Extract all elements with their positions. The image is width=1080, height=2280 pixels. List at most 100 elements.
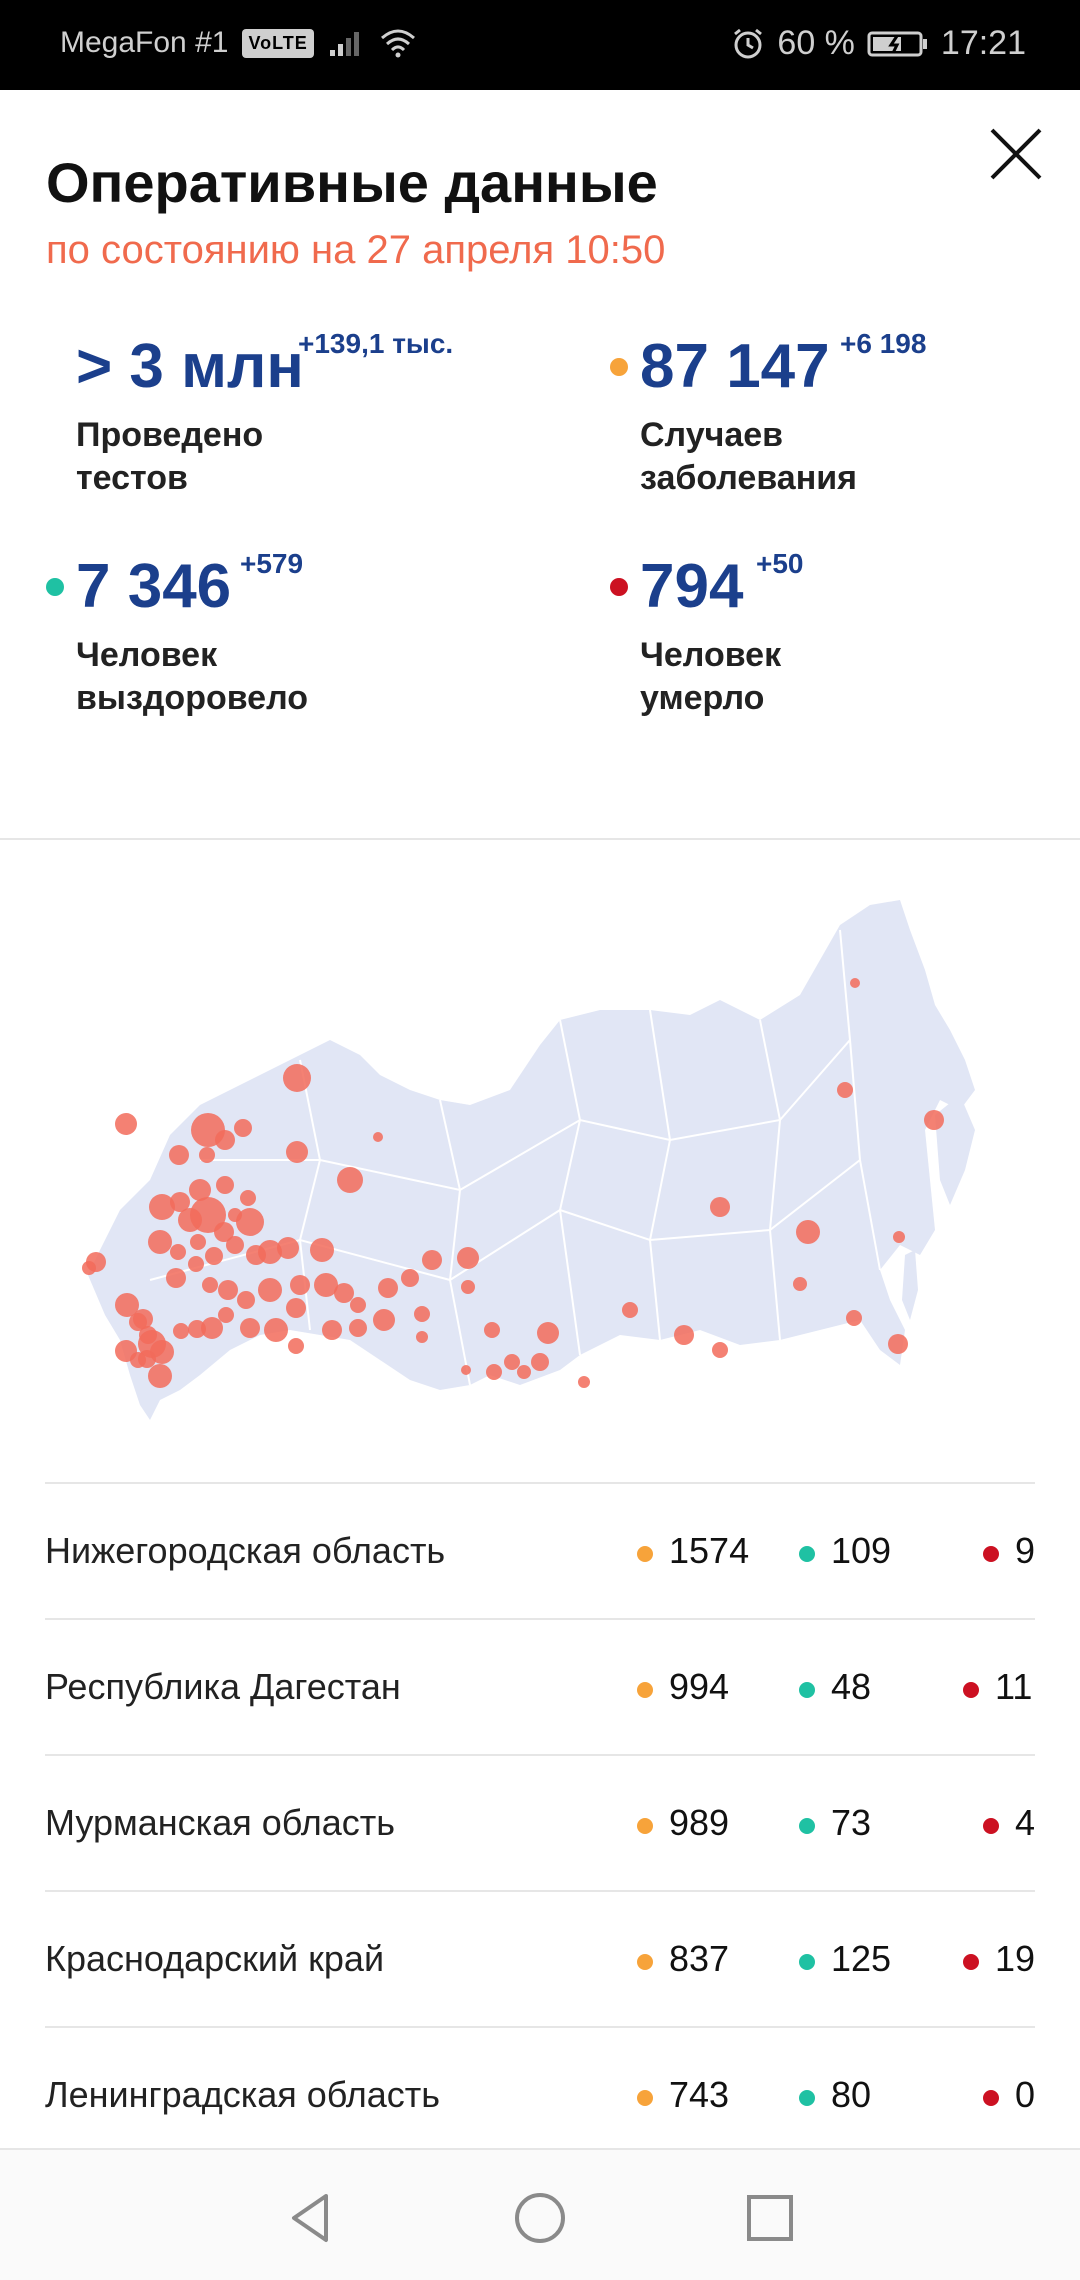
case-bubble (190, 1197, 226, 1233)
deaths-label: Человек умерло (640, 634, 1000, 720)
tests-label-line2: тестов (76, 459, 188, 497)
case-bubble (240, 1318, 260, 1338)
russia-map[interactable] (0, 860, 1080, 1440)
case-bubble (378, 1278, 398, 1298)
recovered-label: Человек выздоровело (76, 634, 436, 720)
deaths-dot (963, 1954, 979, 1970)
region-name: Республика Дагестан (45, 1666, 401, 1707)
region-borders (149, 929, 881, 1386)
region-recovered: 125 (831, 1938, 892, 1979)
tests-value: > 3 млн (76, 332, 304, 401)
cases-label: Случаев заболевания (640, 414, 1000, 500)
status-bar: MegaFon #1 VoLTE 60 % 17:21 (0, 0, 1080, 90)
table-row[interactable]: Мурманская область 989 73 4 (45, 1754, 1035, 1890)
case-bubble (215, 1130, 235, 1150)
case-bubble (148, 1364, 172, 1388)
region-name: Мурманская область (45, 1802, 396, 1843)
status-right: 60 % 17:21 (731, 24, 1026, 63)
page-subtitle: по состоянию на 27 апреля 10:50 (46, 228, 666, 272)
table-row[interactable]: Республика Дагестан 994 48 11 (45, 1618, 1035, 1754)
cases-label-line1: Случаев (640, 416, 784, 454)
region-cases: 837 (669, 1938, 730, 1979)
page-title: Оперативные данные (46, 151, 658, 214)
case-bubble (115, 1113, 137, 1135)
tests-label: Проведено тестов (76, 414, 436, 500)
region-recovered: 48 (831, 1666, 872, 1707)
tests-delta: +139,1 тыс. (298, 328, 454, 359)
recovered-dot (799, 1682, 815, 1698)
volte-badge: VoLTE (242, 28, 314, 58)
recovered-value: 7 346 (76, 552, 232, 621)
case-bubble (286, 1141, 308, 1163)
case-bubble (373, 1309, 395, 1331)
deaths-label-line2: умерло (640, 679, 765, 717)
case-bubble (202, 1277, 218, 1293)
cases-dot (637, 1818, 653, 1834)
case-bubble (712, 1342, 728, 1358)
wifi-icon (380, 29, 415, 58)
region-deaths: 11 (995, 1666, 1033, 1707)
region-cases: 743 (669, 2074, 730, 2115)
signal-icon (329, 32, 359, 56)
case-bubble (264, 1318, 288, 1342)
case-bubble (334, 1283, 354, 1303)
case-bubble (258, 1278, 282, 1302)
region-cases: 989 (669, 1802, 730, 1843)
case-bubble (188, 1320, 206, 1338)
recents-button[interactable] (742, 2190, 798, 2246)
region-recovered: 80 (831, 2074, 872, 2115)
case-bubble (461, 1365, 471, 1375)
back-icon (292, 2194, 328, 2242)
case-bubble (258, 1240, 282, 1264)
recents-icon (747, 2195, 793, 2241)
region-recovered: 109 (831, 1530, 892, 1571)
deaths-label-line1: Человек (640, 636, 782, 674)
battery-percent: 60 % (777, 24, 855, 62)
cases-delta: +6 198 (840, 328, 927, 359)
case-bubble (115, 1293, 139, 1317)
close-button[interactable] (984, 122, 1048, 186)
kamchatka-peninsula (935, 1095, 975, 1205)
region-deaths: 4 (1015, 1802, 1036, 1843)
close-icon (990, 128, 1042, 180)
cases-label-line2: заболевания (640, 459, 857, 497)
region-name: Краснодарский край (45, 1938, 385, 1979)
deaths-dot (610, 578, 628, 596)
case-bubble (237, 1291, 255, 1309)
table-row[interactable]: Краснодарский край 837 125 19 (45, 1890, 1035, 2026)
case-bubble (240, 1190, 256, 1206)
tests-label-line1: Проведено (76, 416, 264, 454)
deaths-value: 794 (640, 552, 744, 621)
case-bubble (218, 1307, 234, 1323)
home-button[interactable] (512, 2190, 568, 2246)
case-bubble (924, 1110, 944, 1130)
case-bubble (201, 1317, 223, 1339)
case-bubble (277, 1237, 299, 1259)
case-bubble (188, 1256, 204, 1272)
case-bubble (205, 1247, 223, 1265)
table-row[interactable]: Нижегородская область 1574 109 9 (45, 1482, 1035, 1618)
case-bubble (286, 1298, 306, 1318)
back-button[interactable] (282, 2190, 338, 2246)
case-bubble (537, 1322, 559, 1344)
case-bubble (129, 1313, 147, 1331)
case-bubble (846, 1310, 862, 1326)
deaths-dot (963, 1682, 979, 1698)
case-bubble (310, 1238, 334, 1262)
clock: 17:21 (940, 24, 1026, 62)
recovered-dot (799, 1546, 815, 1562)
case-bubble (82, 1261, 96, 1275)
case-bubble (170, 1244, 186, 1260)
case-bubble (517, 1365, 531, 1379)
table-row[interactable]: Ленинградская область 743 80 0 (45, 2026, 1035, 2162)
deaths-dot (983, 2090, 999, 2106)
cases-value: 87 147 (640, 332, 830, 401)
case-bubble (199, 1147, 215, 1163)
region-name: Ленинградская область (45, 2074, 441, 2115)
case-bubble (234, 1119, 252, 1137)
case-bubble (796, 1220, 820, 1244)
recovered-dot (799, 2090, 815, 2106)
case-bubble (149, 1194, 175, 1220)
case-bubble (288, 1338, 304, 1354)
deaths-dot (983, 1546, 999, 1562)
